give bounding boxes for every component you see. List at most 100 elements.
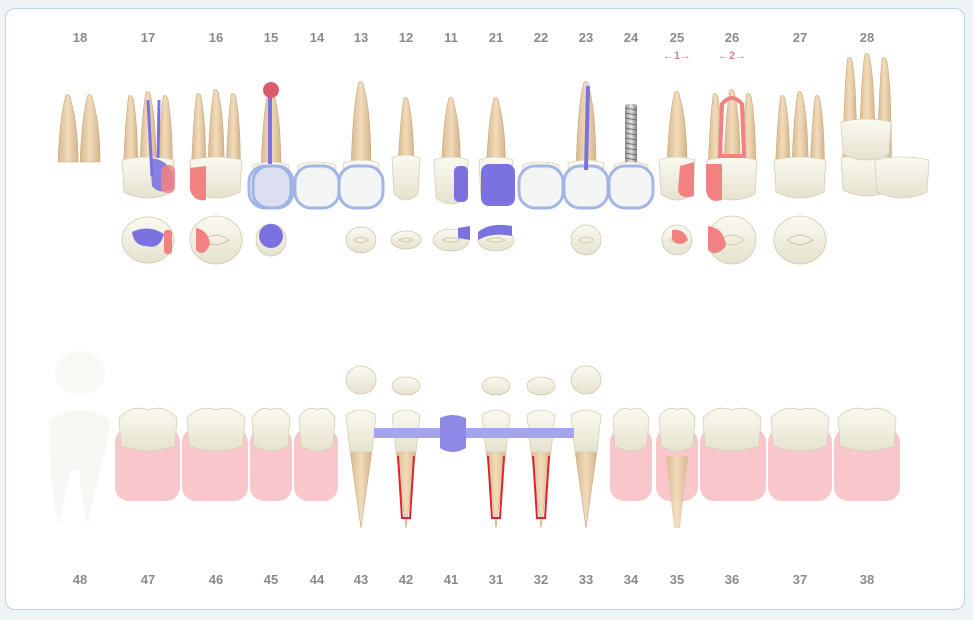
occlusal-view (773, 215, 827, 265)
bridge-crown-14[interactable] (293, 164, 341, 210)
tooth-number-23[interactable]: 23 (578, 30, 594, 45)
tooth-number-16[interactable]: 16 (208, 30, 224, 45)
root-canal-31[interactable] (487, 455, 505, 519)
tooth-number-42[interactable]: 42 (398, 572, 414, 587)
occlusal-filling-21[interactable] (478, 224, 512, 240)
upper-tooth-27[interactable] (773, 91, 827, 265)
tooth-number-13[interactable]: 13 (353, 30, 369, 45)
tooth-number-15[interactable]: 15 (263, 30, 279, 45)
tooth-number-25[interactable]: 25 (669, 30, 685, 45)
occlusal-caries-17[interactable] (164, 230, 172, 254)
implant-thread (624, 117, 638, 121)
lower-tooth-44[interactable] (298, 407, 336, 452)
occlusal-groove (486, 237, 506, 243)
occlusal-caries-26[interactable] (708, 226, 726, 254)
lower-tooth-48[interactable] (50, 351, 110, 525)
tooth-number-28[interactable]: 28 (859, 30, 875, 45)
root-canal-32[interactable] (532, 455, 550, 519)
tooth-number-43[interactable]: 43 (353, 572, 369, 587)
bridge-crown-22[interactable] (517, 164, 565, 210)
tooth-crown (770, 407, 830, 452)
upper-tooth-18[interactable] (57, 94, 101, 163)
tooth-number-11[interactable]: 11 (444, 30, 458, 45)
occlusal-groove (578, 236, 595, 244)
tooth-number-36[interactable]: 36 (724, 572, 740, 587)
tooth-number-17[interactable]: 17 (140, 30, 156, 45)
bridge-pontic-41[interactable] (440, 415, 466, 452)
tooth-number-35[interactable]: 35 (669, 572, 685, 587)
upper-tooth-12[interactable] (390, 97, 422, 250)
caries-25[interactable] (678, 162, 694, 198)
tooth-number-21[interactable]: 21 (488, 30, 504, 45)
tooth-number-41[interactable]: 41 (443, 572, 459, 587)
tooth-number-45[interactable]: 45 (263, 572, 279, 587)
lower-bridge-bar[interactable] (374, 428, 574, 438)
root-canal-42[interactable] (397, 455, 415, 519)
implant-thread (624, 107, 638, 111)
tooth-number-32[interactable]: 32 (533, 572, 549, 587)
tooth-root (441, 97, 461, 165)
tooth-number-33[interactable]: 33 (578, 572, 594, 587)
implant-root-35[interactable] (666, 456, 688, 528)
lower-tooth-32[interactable] (526, 376, 556, 529)
tooth-number-44[interactable]: 44 (309, 572, 325, 587)
apical-lesion-15[interactable] (263, 82, 279, 98)
lower-tooth-45[interactable] (251, 407, 291, 452)
lower-tooth-34[interactable] (612, 407, 650, 452)
tooth-number-46[interactable]: 46 (208, 572, 224, 587)
occlusal-filling-11[interactable] (458, 226, 470, 240)
bridge-crown-23[interactable] (562, 164, 610, 210)
tooth-crown (118, 407, 178, 452)
tooth-number-14[interactable]: 14 (309, 30, 325, 45)
tooth-crown (612, 407, 650, 452)
tooth-number-24[interactable]: 24 (623, 30, 639, 45)
occlusal-caries-25[interactable] (672, 229, 688, 244)
bridge-crown-24[interactable] (607, 164, 655, 210)
lower-tooth-43[interactable] (345, 365, 377, 529)
implant-thread (624, 112, 638, 116)
occlusal-view (481, 376, 511, 396)
tooth-crown (837, 407, 897, 452)
lower-tooth-46[interactable] (186, 407, 246, 452)
lower-tooth-35[interactable] (658, 407, 696, 452)
tooth-number-26[interactable]: 26 (724, 30, 740, 45)
tooth-root (191, 93, 206, 165)
tooth-number-34[interactable]: 34 (623, 572, 639, 587)
tooth-number-31[interactable]: 31 (488, 572, 504, 587)
occlusal-view (570, 224, 602, 256)
occlusal-view (390, 230, 422, 250)
tooth-number-38[interactable]: 38 (859, 572, 875, 587)
tooth-number-18[interactable]: 18 (72, 30, 88, 45)
tooth-number-22[interactable]: 22 (533, 30, 549, 45)
tooth-number-48[interactable]: 48 (72, 572, 88, 587)
filling-21[interactable] (481, 164, 515, 206)
tooth-root (123, 95, 138, 165)
caries-16[interactable] (190, 166, 206, 201)
lower-tooth-31[interactable] (481, 376, 511, 529)
tooth-number-27[interactable]: 27 (792, 30, 808, 45)
tooth-number-37[interactable]: 37 (792, 572, 808, 587)
bridge-crown-13[interactable] (337, 164, 385, 210)
occlusal-filling-15[interactable] (259, 224, 283, 248)
tooth-crown (186, 407, 246, 452)
implant-thread (624, 132, 638, 136)
occlusal-groove (786, 234, 814, 246)
occlusal-filling-17[interactable] (132, 228, 164, 247)
lower-tooth-37[interactable] (770, 407, 830, 452)
lower-tooth-38[interactable] (837, 407, 897, 452)
caries-26[interactable] (706, 164, 722, 201)
lower-tooth-36[interactable] (702, 407, 762, 452)
implant-thread (624, 122, 638, 126)
upper-tooth-28-extra (840, 118, 930, 199)
tooth-number-12[interactable]: 12 (398, 30, 414, 45)
tooth-root (775, 95, 790, 165)
lower-tooth-42[interactable] (391, 376, 421, 529)
occlusal-caries-16[interactable] (196, 228, 210, 253)
tooth-number-47[interactable]: 47 (140, 572, 156, 587)
caries-17[interactable] (161, 165, 175, 193)
filling-11[interactable] (454, 166, 468, 202)
lower-tooth-47[interactable] (118, 407, 178, 452)
lower-tooth-33[interactable] (570, 365, 602, 529)
tooth-crown (658, 407, 696, 452)
crown-15[interactable] (251, 164, 293, 210)
